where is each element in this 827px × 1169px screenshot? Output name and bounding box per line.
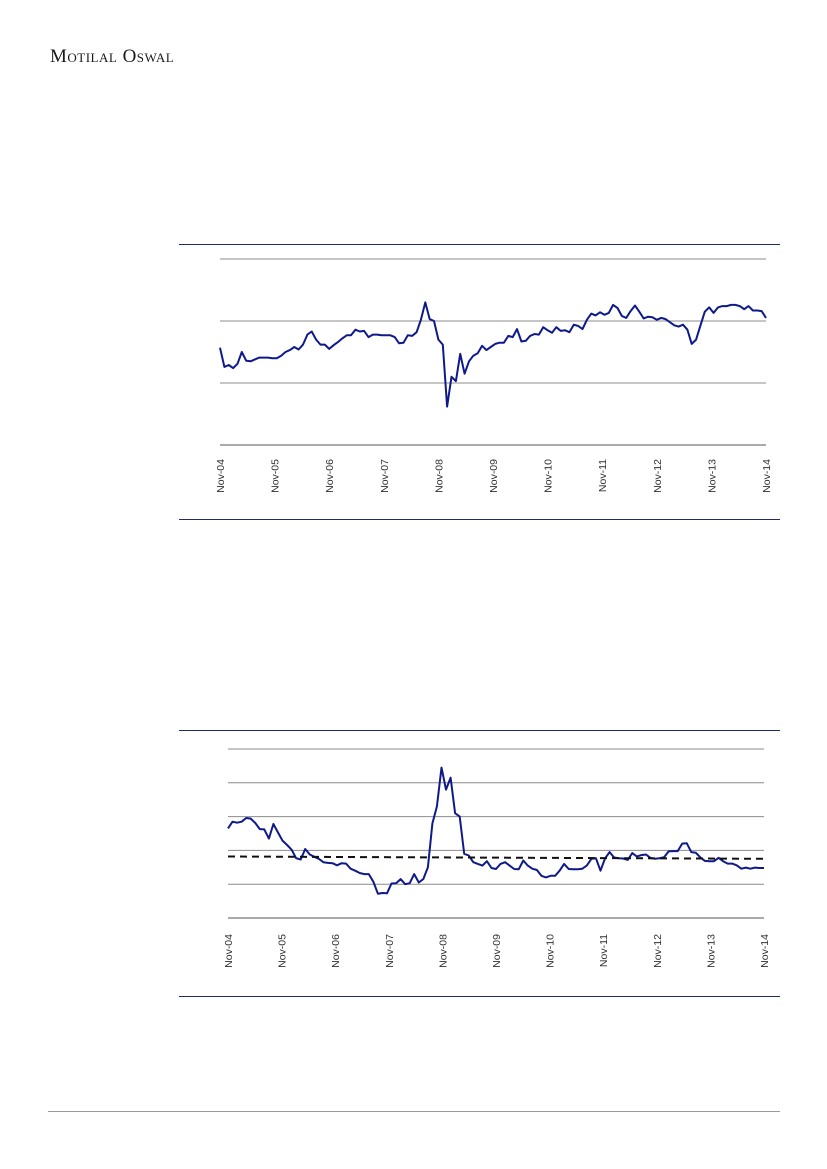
chart-2-bottom-rule	[179, 996, 780, 997]
chart-2-top-rule	[179, 730, 780, 731]
chart-1-x-tick-label: Nov-13	[706, 459, 718, 493]
chart-1-x-tick-label: Nov-12	[652, 459, 664, 493]
chart-1-x-tick-label: Nov-07	[379, 459, 391, 493]
chart-2-series-line	[227, 766, 764, 895]
chart-1-x-tick-label: Nov-08	[433, 459, 445, 493]
chart-1-series-line	[219, 301, 767, 408]
chart-2-x-tick-label: Nov-05	[277, 934, 289, 968]
chart-1-bottom-rule	[179, 519, 780, 520]
chart-2-x-tick-label: Nov-10	[545, 934, 557, 968]
chart-2-x-tick-label: Nov-13	[705, 934, 717, 968]
chart-2-x-tick-label: Nov-09	[491, 934, 503, 968]
chart-1-x-tick-label: Nov-11	[597, 459, 609, 492]
chart-2-x-tick-label: Nov-06	[330, 934, 342, 968]
chart-2-line-chart: Nov-04 Nov-05 Nov-06 Nov-07 Nov-08 Nov-09 Nov-…	[223, 748, 771, 968]
chart-1-line-chart: Nov-04 Nov-05 Nov-06 Nov-07 Nov-08 Nov-09 Nov-…	[215, 258, 773, 493]
chart-1-x-tick-label: Nov-05	[270, 459, 282, 493]
chart-1-x-tick-label: Nov-04	[215, 459, 227, 493]
chart-2-x-tick-label: Nov-12	[652, 934, 664, 968]
footer-rule	[48, 1111, 780, 1112]
chart-2-x-tick-label: Nov-11	[598, 934, 610, 967]
chart-2-x-tick-label: Nov-07	[384, 934, 396, 968]
chart-2-x-tick-label: Nov-04	[223, 934, 235, 968]
motilal-oswal-logo: Motilal Oswal	[50, 46, 175, 67]
chart-2-x-tick-label: Nov-08	[437, 934, 449, 968]
chart-1-top-rule	[179, 244, 780, 245]
chart-1-x-tick-label: Nov-06	[324, 459, 336, 493]
chart-1-x-tick-label: Nov-14	[761, 459, 773, 493]
chart-2-average-line	[227, 855, 765, 860]
chart-1-x-tick-label: Nov-10	[543, 459, 555, 493]
chart-1-x-tick-label: Nov-09	[488, 459, 500, 493]
chart-2-x-tick-label: Nov-14	[759, 934, 771, 968]
